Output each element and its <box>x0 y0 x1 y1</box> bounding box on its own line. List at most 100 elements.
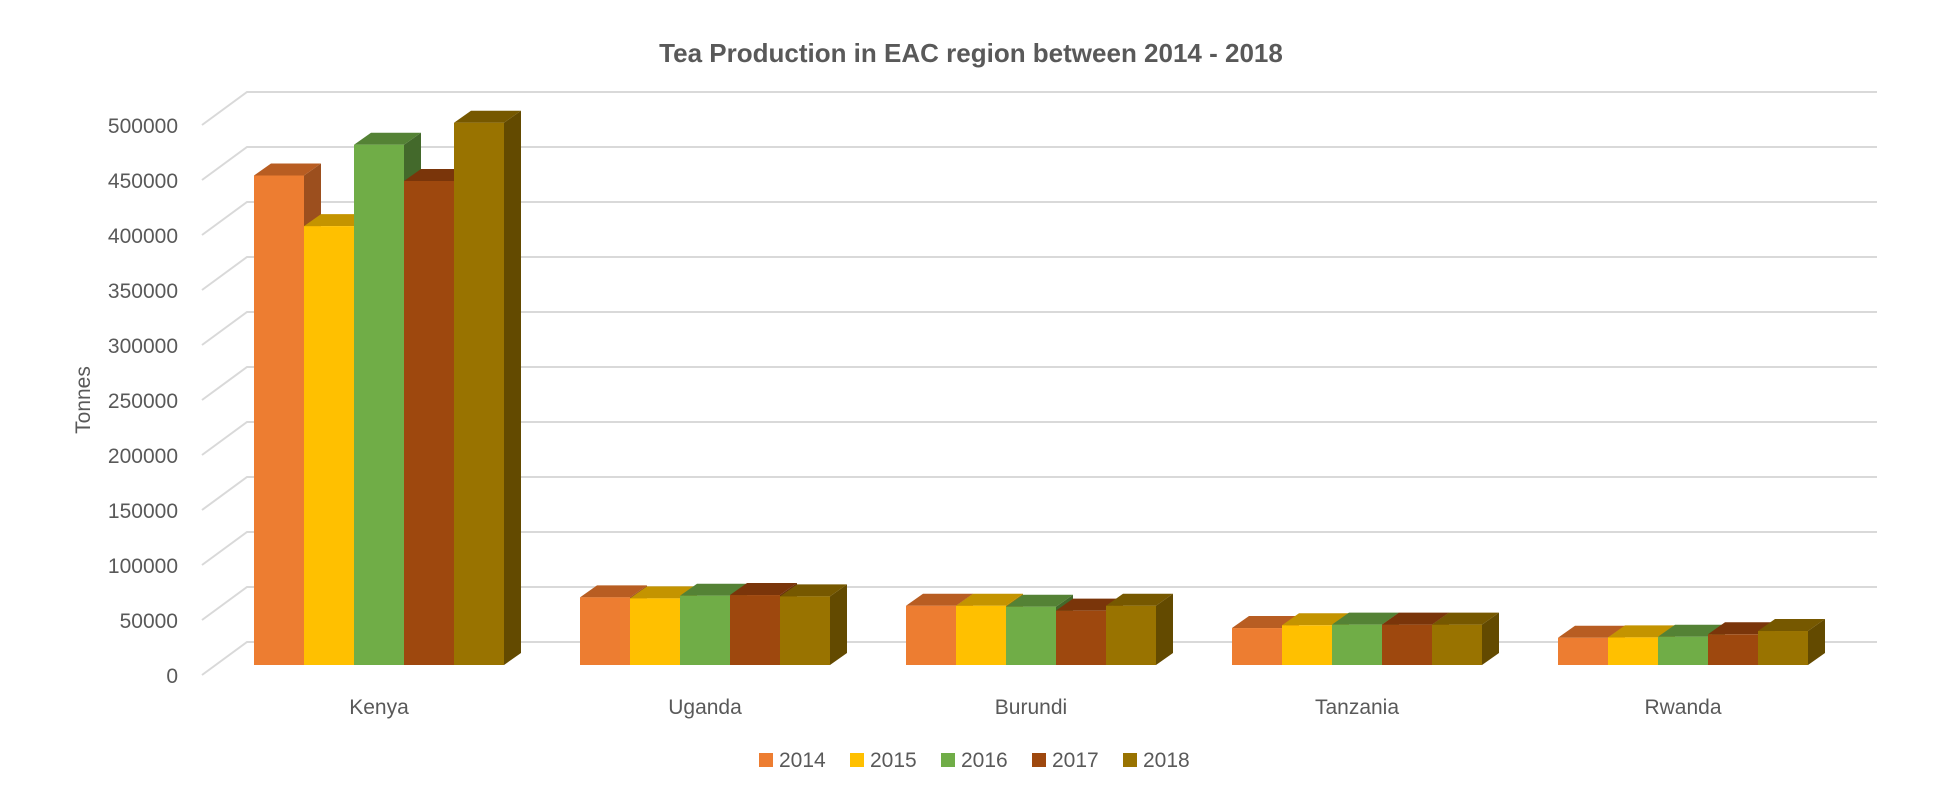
y-tick-label: 150000 <box>108 500 178 523</box>
gridline <box>201 586 1877 621</box>
y-tick-label: 400000 <box>108 225 178 248</box>
bar-front-face <box>1106 605 1156 665</box>
bar-top-face <box>1608 625 1675 638</box>
bar-group-uganda <box>580 583 847 665</box>
bar-front-face <box>1232 628 1282 665</box>
bar-top-face <box>254 163 321 176</box>
bar-top-face <box>630 586 697 599</box>
gridline <box>201 476 1877 511</box>
gridline <box>201 91 1877 126</box>
bar-top-face <box>780 584 847 597</box>
y-tick-label: 300000 <box>108 335 178 358</box>
y-tick-label: 450000 <box>108 170 178 193</box>
gridline <box>201 256 1877 291</box>
bar-top-face <box>1106 593 1173 606</box>
bar-front-face <box>1608 637 1658 665</box>
bar-top-face <box>1282 613 1349 626</box>
bar-group-burundi <box>906 593 1173 665</box>
bar-top-face <box>906 593 973 606</box>
bar-top-face <box>730 583 797 596</box>
gridline <box>201 531 1877 566</box>
x-category-label: Kenya <box>349 696 409 719</box>
bar-top-face <box>1758 619 1825 632</box>
bar-group-kenya <box>254 110 521 665</box>
x-category-label: Uganda <box>668 696 742 719</box>
bar-front-face <box>1758 631 1808 665</box>
y-tick-label: 500000 <box>108 115 178 138</box>
y-tick-label: 100000 <box>108 555 178 578</box>
bar-top-face <box>1006 594 1073 607</box>
bar-top-face <box>1382 612 1449 625</box>
legend-item-2014: 2014 <box>759 749 826 772</box>
y-tick-label: 350000 <box>108 280 178 303</box>
bar-front-face <box>1282 625 1332 665</box>
bar-side-face <box>1156 593 1173 665</box>
bar-top-face <box>1558 625 1625 638</box>
bar-top-face <box>354 132 421 145</box>
x-category-label: Rwanda <box>1644 696 1721 719</box>
gridline <box>201 146 1877 181</box>
legend-label: 2016 <box>961 749 1008 772</box>
bar-top-face <box>1432 612 1499 625</box>
x-axis-category-labels: Kenya Uganda Burundi Tanzania Rwanda <box>349 696 1722 719</box>
y-axis-tick-labels: 0 50000 100000 150000 200000 250000 300000 3500… <box>108 115 178 688</box>
bar-front-face <box>780 596 830 665</box>
bar-top-face <box>680 583 747 596</box>
legend-label: 2018 <box>1143 749 1190 772</box>
bar-front-face <box>404 181 454 665</box>
y-axis-title: Tonnes <box>72 366 95 434</box>
bar <box>454 110 521 665</box>
bar-front-face <box>254 175 304 665</box>
bar-front-face <box>906 605 956 665</box>
bar-front-face <box>1056 610 1106 665</box>
legend: 2014 2015 2016 2017 2018 <box>759 749 1190 772</box>
legend-swatch <box>759 753 773 767</box>
bar-side-face <box>830 584 847 665</box>
x-category-label: Tanzania <box>1315 696 1399 719</box>
y-tick-label: 50000 <box>120 610 178 633</box>
bar <box>1432 612 1499 665</box>
bar <box>1758 619 1825 665</box>
bar-front-face <box>454 122 504 665</box>
y-tick-label: 250000 <box>108 390 178 413</box>
legend-item-2016: 2016 <box>941 749 1008 772</box>
bar-front-face <box>1658 636 1708 665</box>
gridline <box>201 201 1877 236</box>
legend-item-2018: 2018 <box>1123 749 1190 772</box>
bar-top-face <box>956 593 1023 606</box>
bar-front-face <box>1382 624 1432 665</box>
chart-title: Tea Production in EAC region between 201… <box>659 38 1283 68</box>
bar-front-face <box>580 597 630 665</box>
bar-front-face <box>1006 606 1056 665</box>
legend-item-2017: 2017 <box>1032 749 1099 772</box>
bar-top-face <box>1332 612 1399 625</box>
bar-top-face <box>580 585 647 598</box>
bar-front-face <box>956 605 1006 665</box>
bar-group-tanzania <box>1232 612 1499 665</box>
gridline <box>201 366 1877 401</box>
bar <box>1106 593 1173 665</box>
bar-front-face <box>304 226 354 665</box>
bar-side-face <box>1482 612 1499 665</box>
y-tick-label: 200000 <box>108 445 178 468</box>
bar-front-face <box>354 144 404 665</box>
legend-label: 2017 <box>1052 749 1099 772</box>
bar <box>780 584 847 665</box>
bar-top-face <box>454 110 521 123</box>
bar-group-rwanda <box>1558 619 1825 665</box>
legend-swatch <box>1123 753 1137 767</box>
legend-label: 2014 <box>779 749 826 772</box>
legend-swatch <box>941 753 955 767</box>
bar-front-face <box>1332 624 1382 665</box>
bar-side-face <box>504 110 521 665</box>
bar-top-face <box>1658 624 1725 637</box>
x-category-label: Burundi <box>995 696 1067 719</box>
bar-front-face <box>1558 637 1608 665</box>
bar-front-face <box>1432 624 1482 665</box>
bar-front-face <box>730 595 780 665</box>
bar-front-face <box>680 595 730 665</box>
legend-label: 2015 <box>870 749 917 772</box>
bar-top-face <box>1232 616 1299 629</box>
bar-front-face <box>630 598 680 665</box>
